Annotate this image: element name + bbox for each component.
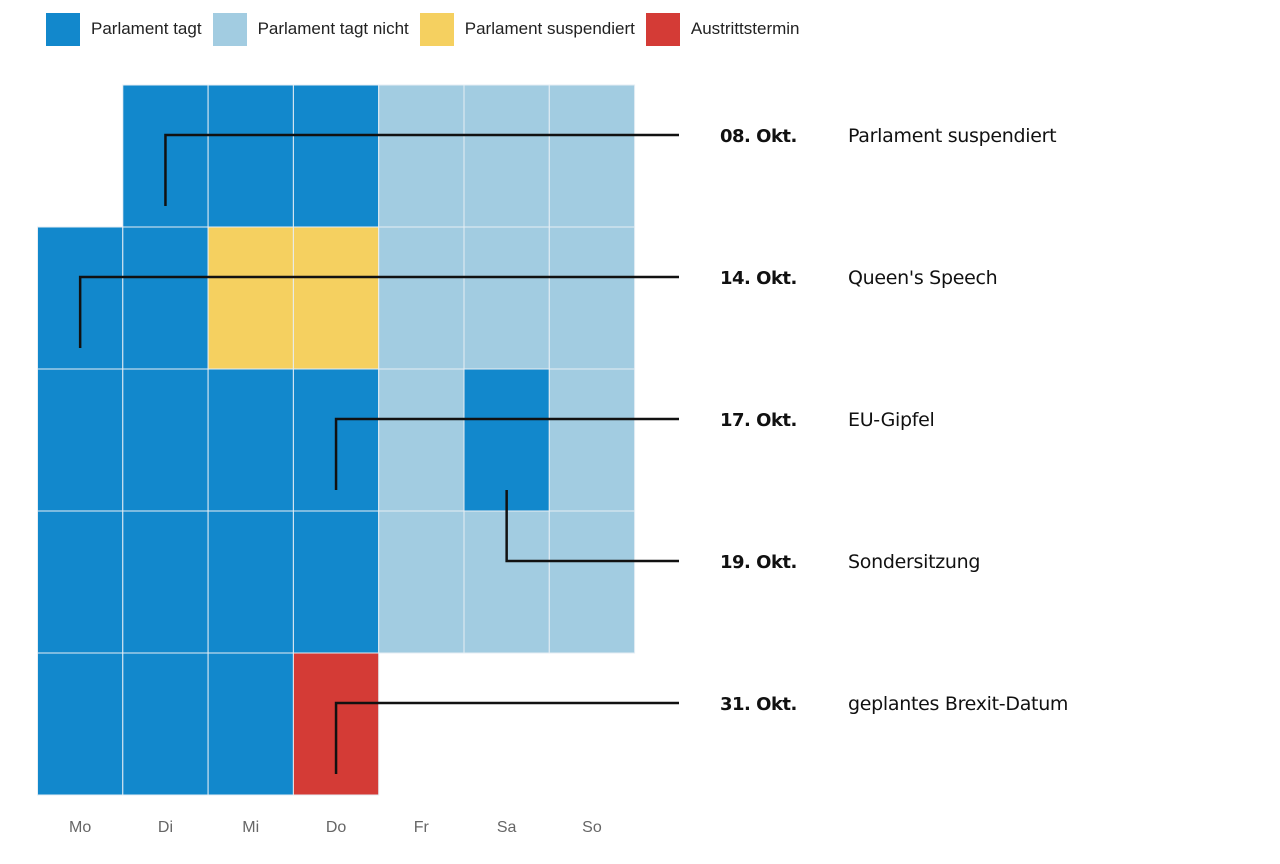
legend-item-suspended: Parlament suspendiert [419, 12, 635, 46]
calendar-cell-sitting [37, 368, 124, 512]
calendar-cell-not-sitting [378, 368, 465, 512]
legend-label: Parlament tagt [91, 19, 202, 38]
calendar-cell-not-sitting [378, 226, 465, 370]
legend-item-not-sitting: Parlament tagt nicht [212, 12, 409, 46]
annotation-text: geplantes Brexit-Datum [848, 693, 1068, 715]
calendar-cell-sitting [122, 652, 209, 796]
annotation-text: Sondersitzung [848, 551, 980, 573]
calendar-cell-sitting [463, 368, 550, 512]
legend-swatch [645, 12, 680, 46]
annotation-text: Parlament suspendiert [848, 125, 1056, 147]
legend-swatch [212, 12, 247, 46]
annotation-date: 31. Okt. [720, 694, 797, 715]
calendar-cell-not-sitting [548, 226, 636, 370]
calendar-cell-sitting [292, 510, 380, 654]
annotation-text: Queen's Speech [848, 267, 997, 289]
legend-swatch [419, 12, 454, 46]
calendar-cell-not-sitting [378, 510, 465, 654]
annotation-leader-line [164, 133, 679, 206]
calendar-cell-not-sitting [463, 226, 550, 370]
legend-swatch [46, 12, 80, 46]
calendar-cell-sitting [122, 368, 209, 512]
weekday-label: Mi [242, 819, 259, 836]
calendar-cell-not-sitting [548, 84, 636, 228]
weekday-label: So [582, 819, 602, 836]
legend: Parlament tagt Parlament tagt nicht Parlam… [46, 12, 811, 46]
annotation-leader-line [334, 701, 679, 774]
annotation-date: 17. Okt. [720, 410, 797, 431]
annotation-date: 08. Okt. [720, 126, 797, 147]
legend-label: Parlament suspendiert [464, 19, 635, 38]
weekday-label: Do [326, 819, 347, 836]
calendar-cell-sitting [122, 226, 209, 370]
calendar-cell-not-sitting [378, 84, 465, 228]
annotation-leader-line [334, 417, 679, 490]
calendar-cell-sitting [207, 84, 294, 228]
weekday-label: Mo [69, 819, 91, 836]
calendar-cell-sitting [207, 510, 294, 654]
calendar-cell-suspended [292, 226, 380, 370]
annotation-leader-line [505, 490, 679, 563]
calendar-cell-sitting [37, 510, 124, 654]
calendar-cell-not-sitting [548, 368, 636, 512]
annotation-date: 14. Okt. [720, 268, 797, 289]
weekday-label: Sa [497, 819, 517, 836]
annotation-leader-line [78, 275, 679, 348]
calendar-cell-not-sitting [463, 84, 550, 228]
annotation-date: 19. Okt. [720, 552, 797, 573]
weekday-label: Fr [414, 819, 430, 836]
calendar-cell-sitting [207, 652, 294, 796]
calendar-cell-suspended [207, 226, 294, 370]
annotation-text: EU-Gipfel [848, 409, 934, 431]
legend-item-exit: Austrittstermin [645, 12, 800, 46]
legend-item-sitting: Parlament tagt [46, 12, 202, 46]
weekday-label: Di [158, 819, 173, 836]
legend-label: Austrittstermin [690, 19, 800, 38]
legend-label: Parlament tagt nicht [257, 19, 409, 38]
calendar-cell-sitting [122, 510, 209, 654]
calendar-cell-sitting [37, 652, 124, 796]
calendar-cell-not-sitting [548, 510, 636, 654]
calendar-cell-sitting [207, 368, 294, 512]
calendar-cell-sitting [292, 84, 380, 228]
